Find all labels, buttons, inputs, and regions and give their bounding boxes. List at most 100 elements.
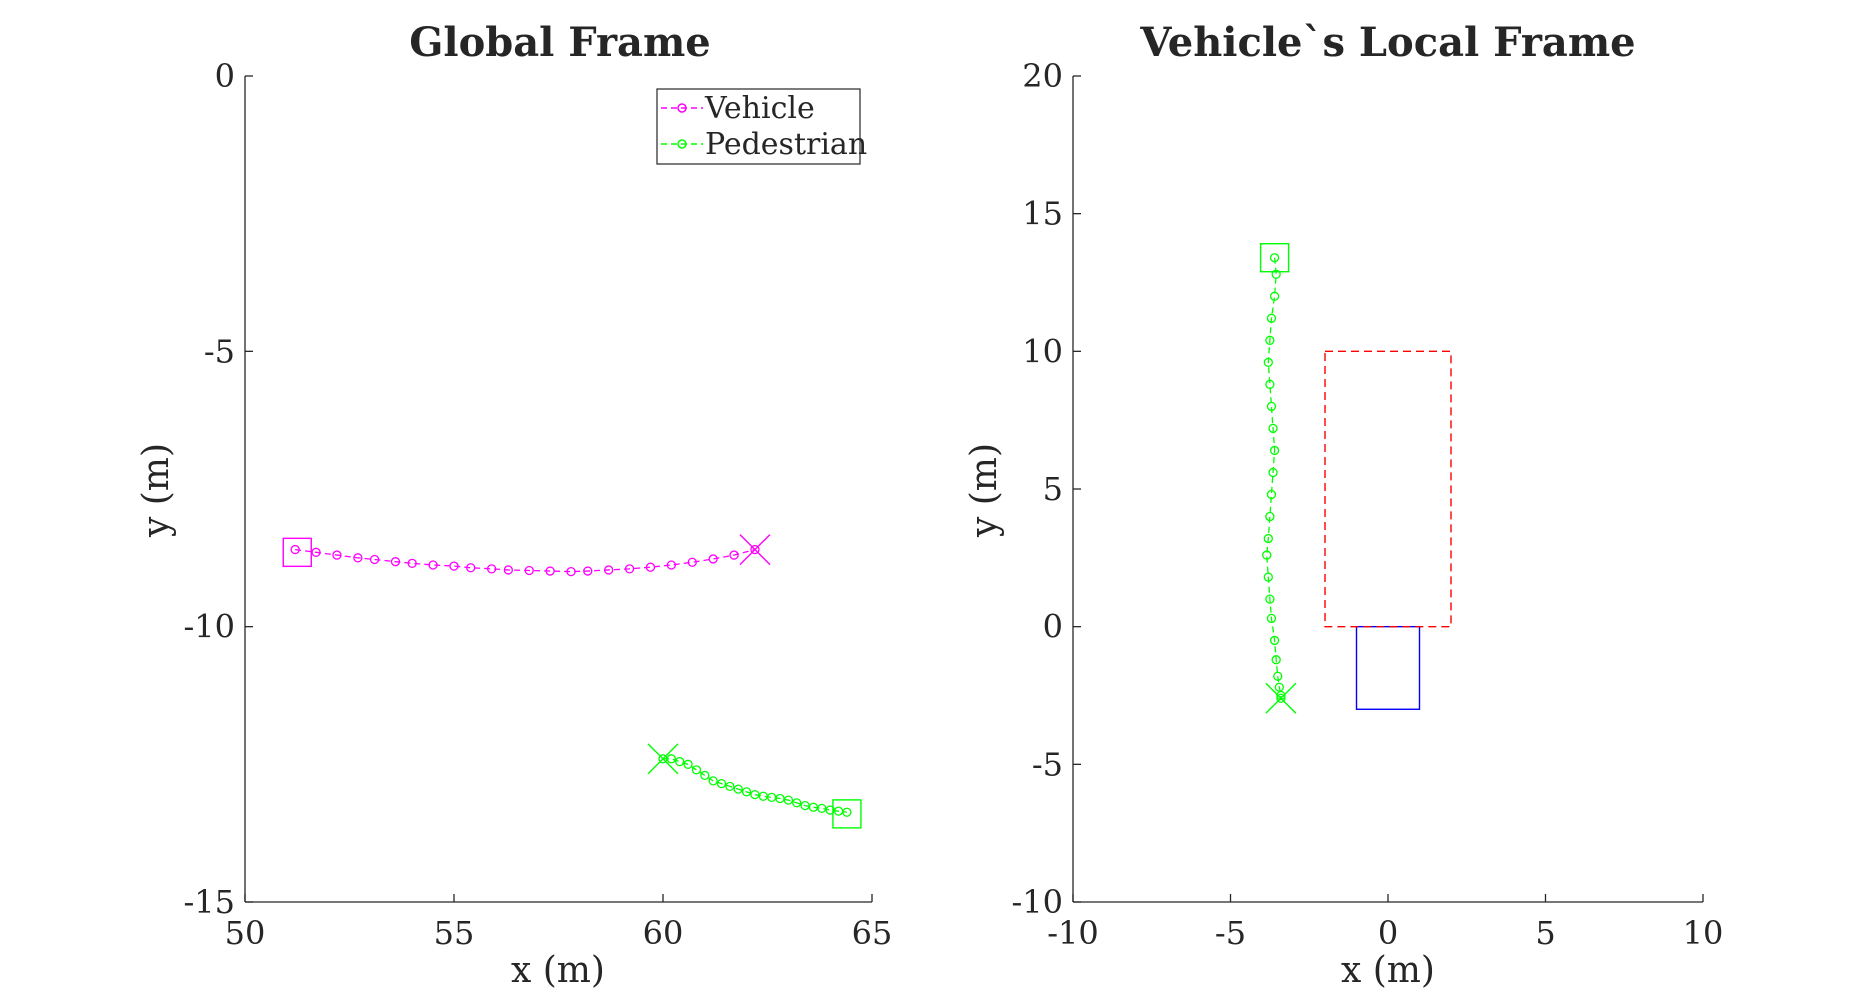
vehicle-point xyxy=(604,565,614,575)
vehicle-point xyxy=(624,564,635,574)
danger-zone-box xyxy=(1324,350,1452,628)
vehicle-point xyxy=(449,561,459,571)
vehicle-point xyxy=(545,566,555,576)
chart-title: Vehicle`s Local Frame xyxy=(1139,19,1635,66)
vehicle-point xyxy=(729,550,739,560)
pedestrian-point xyxy=(1263,572,1273,582)
pedestrian-point xyxy=(716,778,727,789)
pedestrian-point xyxy=(666,754,677,764)
legend-entry-pedestrian: Pedestrian xyxy=(661,127,867,162)
vehicle-point xyxy=(687,557,697,567)
pedestrian-point xyxy=(1273,671,1283,681)
vehicle-point xyxy=(503,565,513,575)
pedestrian-point xyxy=(792,798,802,808)
pedestrian-point xyxy=(800,800,810,811)
x-tick-label: -10 xyxy=(1047,914,1099,952)
vehicle-point xyxy=(486,564,497,574)
pedestrian-point xyxy=(1271,269,1281,279)
pedestrian-point xyxy=(683,759,693,769)
vehicle-point xyxy=(750,544,760,555)
y-axis-label: y (m) xyxy=(136,443,177,538)
y-tick-label: 10 xyxy=(1022,332,1063,370)
x-tick-label: 65 xyxy=(852,914,893,952)
legend-label-vehicle: Vehicle xyxy=(704,91,815,126)
pedestrian-point xyxy=(1266,313,1277,323)
y-tick-label: -10 xyxy=(1011,883,1063,921)
pedestrian-point xyxy=(1265,379,1275,390)
pedestrian-point xyxy=(817,803,827,814)
tick-labels: 50 55 60 65 -15 -10 -5 0 xyxy=(183,57,892,952)
plot-area xyxy=(1259,243,1452,714)
y-tick-label: 15 xyxy=(1022,195,1063,233)
legend-marker-pedestrian xyxy=(677,139,687,149)
x-tick-label: 50 xyxy=(225,914,266,952)
x-tick-label: 0 xyxy=(1378,914,1398,952)
chart-title: Global Frame xyxy=(409,19,711,66)
pedestrian-end-marker xyxy=(1265,682,1297,714)
plot-area xyxy=(282,534,862,829)
pedestrian-point xyxy=(725,781,735,792)
pedestrian-point xyxy=(1266,613,1277,624)
pedestrian-point xyxy=(1266,401,1277,412)
x-axis-label: x (m) xyxy=(1341,950,1435,991)
legend-label-pedestrian: Pedestrian xyxy=(705,127,867,162)
pedestrian-point xyxy=(1271,655,1281,665)
y-tick-label: 20 xyxy=(1022,57,1063,95)
vehicle-point xyxy=(645,562,656,572)
vehicle-point xyxy=(524,565,534,576)
y-tick-label: 5 xyxy=(1043,470,1063,508)
y-axis-label: y (m) xyxy=(964,443,1005,538)
pedestrian-point xyxy=(1269,445,1280,456)
pedestrian-point xyxy=(1263,533,1273,544)
legend-entry-vehicle: Vehicle xyxy=(661,91,815,126)
pedestrian-point xyxy=(775,793,785,804)
x-tick-label: -5 xyxy=(1215,914,1246,952)
pedestrian-line xyxy=(663,758,848,813)
vehicle-point xyxy=(708,554,718,564)
pedestrian-end-marker xyxy=(647,743,679,775)
y-tick-label: 0 xyxy=(215,57,235,95)
y-tick-label: -15 xyxy=(183,883,235,921)
pedestrian-point xyxy=(733,784,743,794)
y-tick-label: -5 xyxy=(204,332,235,370)
pedestrian-point xyxy=(1269,253,1280,263)
global-frame-panel: Global Frame 50 55 60 65 -15 -10 -5 0 x (m) y (… xyxy=(136,19,892,991)
pedestrian-point xyxy=(1263,357,1273,367)
pedestrian-point xyxy=(675,756,685,767)
x-tick-label: 55 xyxy=(434,914,475,952)
pedestrian-start-marker xyxy=(832,799,862,829)
legend-box xyxy=(656,88,861,165)
vehicle-point xyxy=(566,566,576,577)
vehicle-point xyxy=(332,550,342,560)
vehicle-point xyxy=(390,557,401,567)
pedestrian-point xyxy=(1265,511,1275,522)
pedestrian-point xyxy=(1269,291,1280,301)
pedestrian-end-marker-stroke xyxy=(1265,682,1297,714)
vehicle-start-marker xyxy=(282,537,312,568)
pedestrian-point xyxy=(1276,690,1286,701)
axes xyxy=(1072,75,1704,903)
vehicle-end-marker xyxy=(739,534,771,566)
pedestrian-point xyxy=(1266,489,1277,500)
vehicle-point xyxy=(407,558,417,568)
local-frame-panel: Vehicle`s Local Frame -10 -5 0 5 10 -10 -5 0 5 10… xyxy=(964,19,1723,991)
pedestrian-point xyxy=(1268,423,1278,434)
ego-vehicle-box xyxy=(1355,625,1421,710)
pedestrian-point xyxy=(842,807,852,817)
y-tick-label: -10 xyxy=(183,608,235,646)
pedestrian-point xyxy=(691,765,702,775)
y-tick-label: 0 xyxy=(1043,608,1063,646)
vehicle-point xyxy=(369,554,380,565)
y-tick-label: -5 xyxy=(1032,745,1063,783)
legend: Vehicle Pedestrian xyxy=(656,88,867,165)
pedestrian-point xyxy=(708,776,718,786)
vehicle-point xyxy=(583,566,593,576)
axes xyxy=(244,75,873,903)
x-tick-label: 60 xyxy=(643,914,684,952)
pedestrian-point xyxy=(1262,550,1272,560)
pedestrian-point xyxy=(1265,594,1275,604)
pedestrian-end-marker-stroke xyxy=(647,743,679,775)
vehicle-point xyxy=(428,560,438,570)
